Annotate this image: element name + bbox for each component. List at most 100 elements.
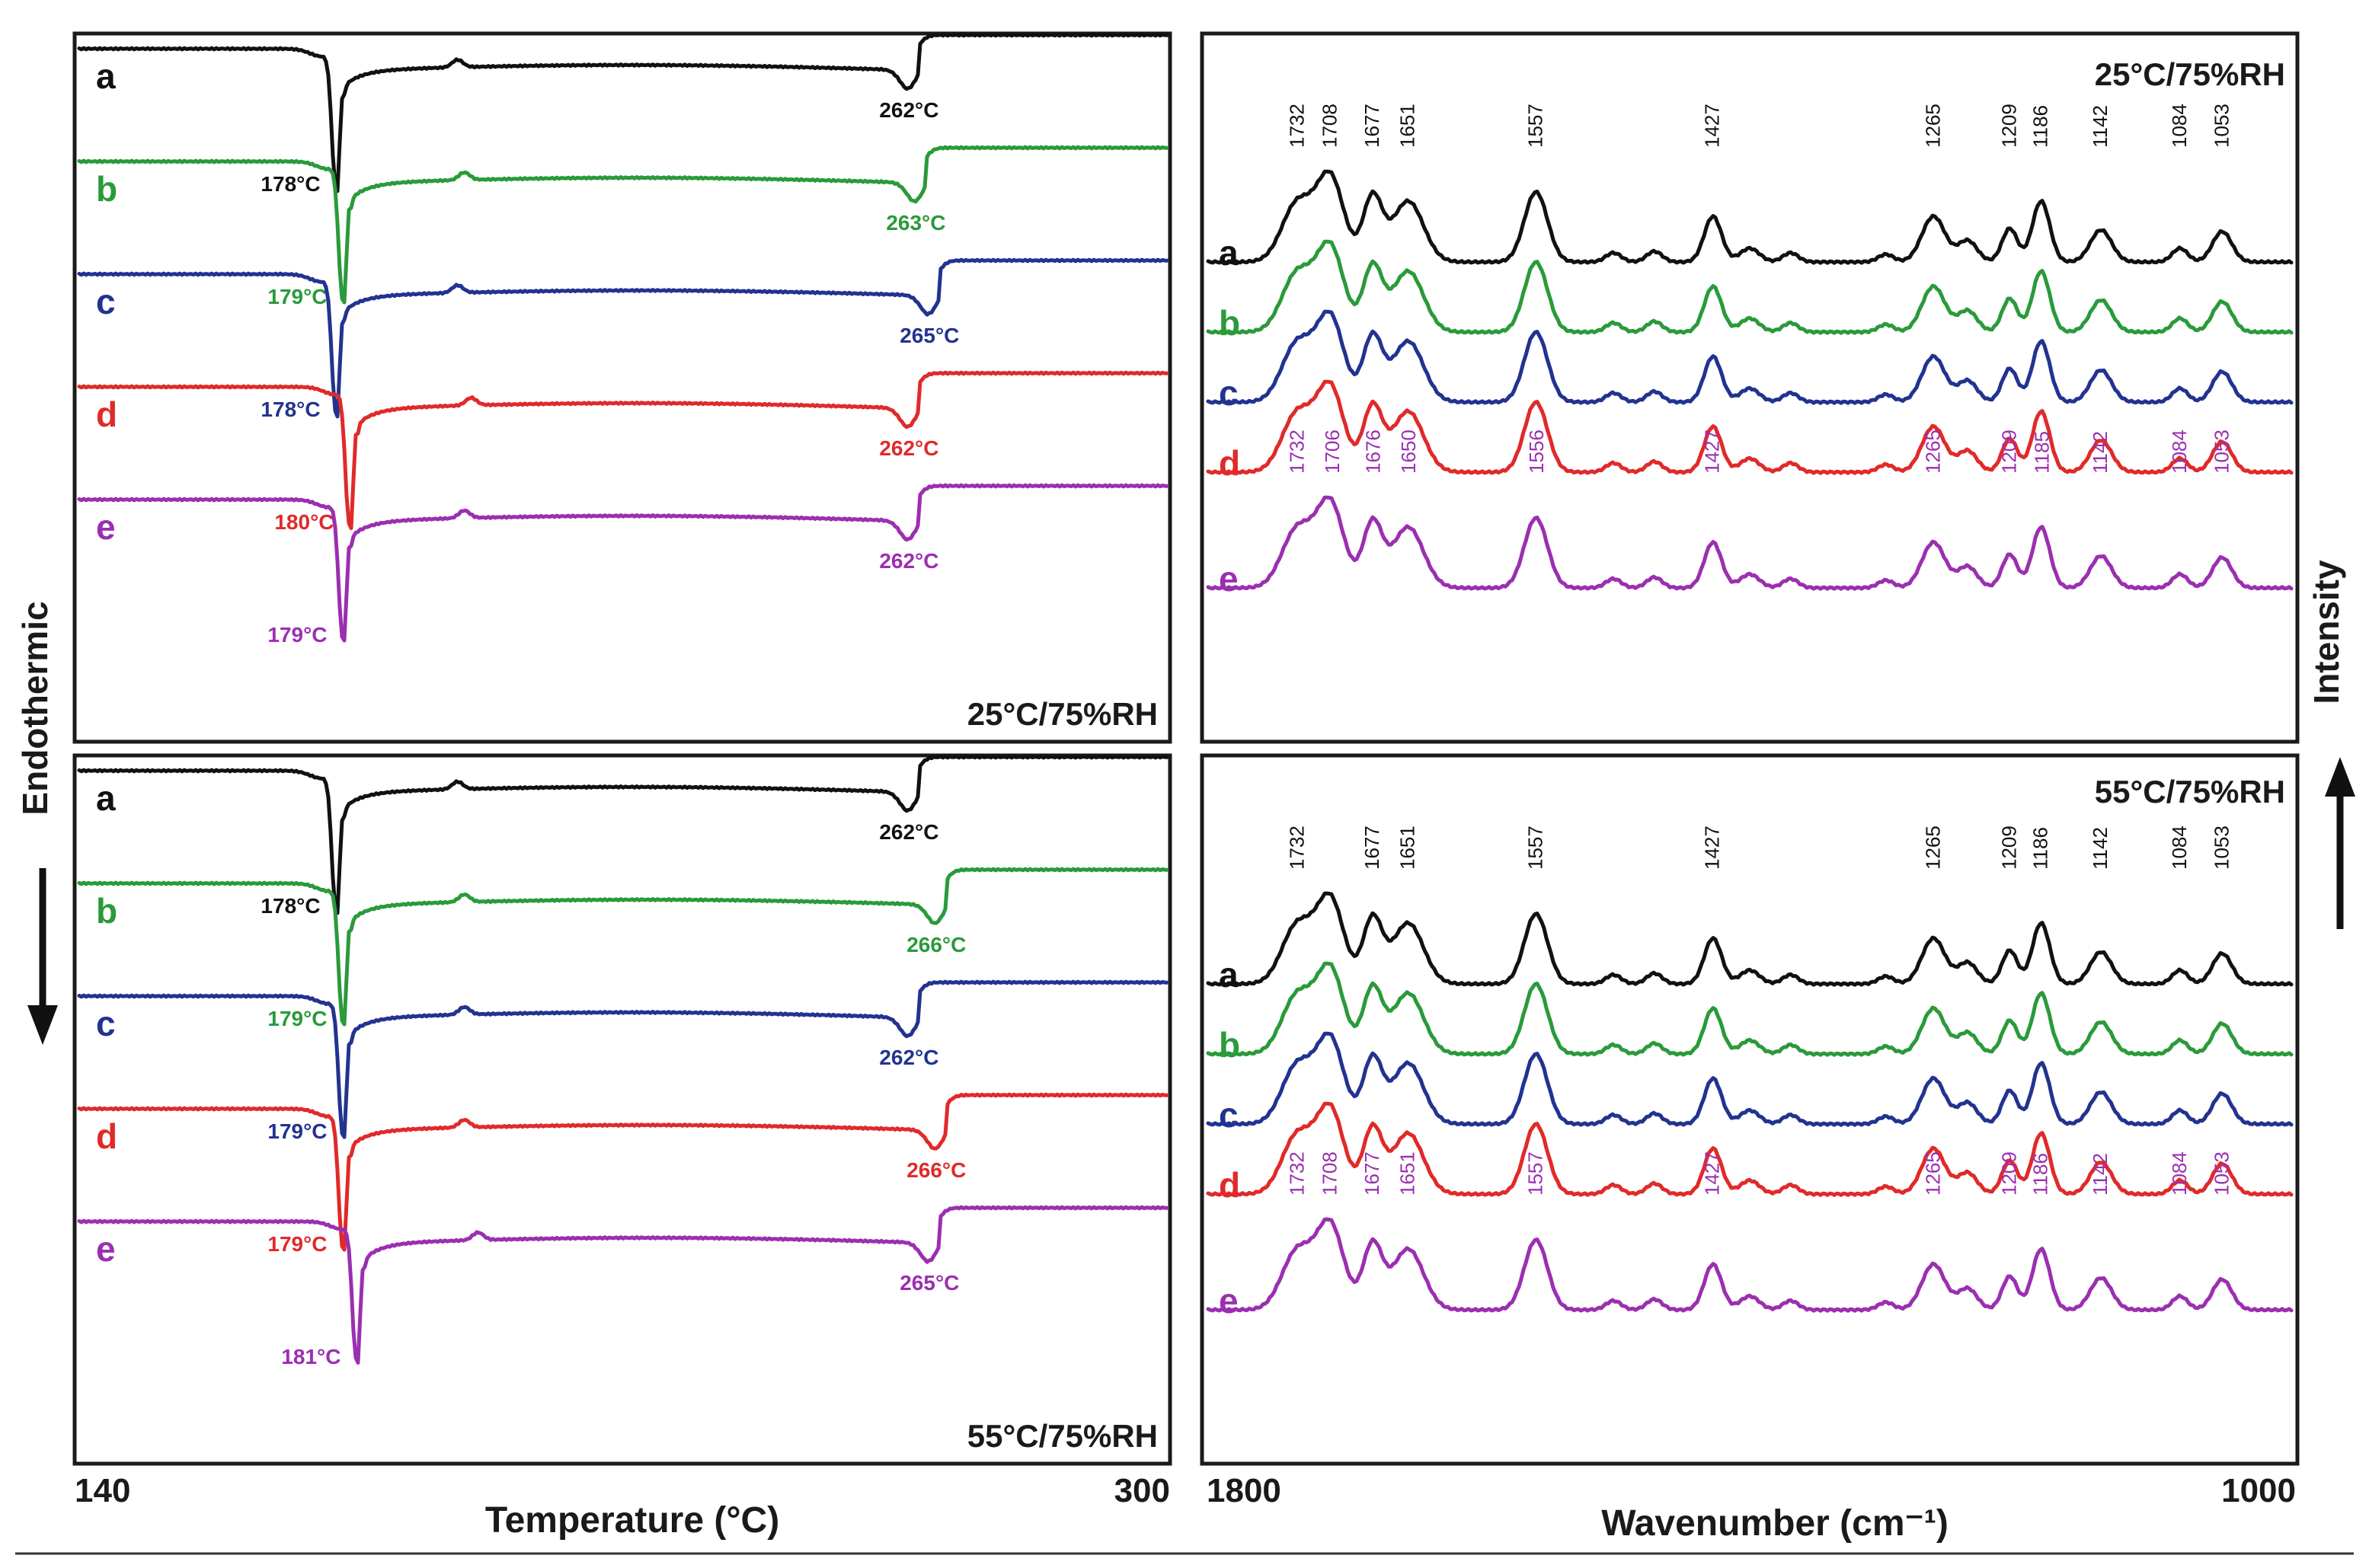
endothermic-arrow-head — [27, 1005, 58, 1045]
ftir-peak-label-e: 1706 — [1321, 430, 1344, 474]
series-letter-b: b — [96, 169, 117, 209]
dsc-peak1-label-a: 178°C — [261, 894, 320, 918]
dsc-curve-b — [77, 867, 1169, 1027]
ftir-peak-label-e: 1557 — [1523, 1151, 1546, 1196]
series-letter-b: b — [1219, 1025, 1240, 1065]
ftir-bottom-condition: 55°C/75%RH — [2095, 774, 2285, 810]
dsc-peak1-label-b: 179°C — [267, 1007, 327, 1030]
ftir-peak-label-a: 1084 — [2168, 826, 2191, 870]
dsc-top-condition: 25°C/75%RH — [967, 696, 1158, 732]
series-letter-d: d — [1219, 1165, 1240, 1205]
dsc-peak2-label-b: 266°C — [906, 933, 966, 956]
ftir-peak-label-a: 1053 — [2210, 104, 2233, 148]
ftir-peak-label-e: 1084 — [2168, 430, 2191, 474]
ftir-peak-label-a: 1186 — [2029, 105, 2052, 148]
dsc-x-tick-min: 140 — [75, 1472, 130, 1509]
dsc-peak2-label-a: 262°C — [879, 820, 938, 844]
ftir-peak-label-e: 1209 — [1997, 1151, 2020, 1196]
dsc-peak1-label-c: 178°C — [261, 398, 320, 421]
ftir-peak-label-e: 1677 — [1360, 1151, 1383, 1196]
ftir-peak-label-e: 1209 — [1997, 430, 2020, 474]
series-letter-a: a — [96, 56, 116, 96]
dsc-curve-a — [77, 32, 1169, 193]
ftir-x-tick-min: 1800 — [1207, 1472, 1281, 1509]
ftir-peak-label-a: 1427 — [1701, 104, 1724, 148]
ftir-peak-label-a: 1732 — [1286, 826, 1309, 870]
ftir-peak-label-a: 1053 — [2210, 826, 2233, 870]
ftir-peak-label-a: 1142 — [2089, 105, 2112, 148]
dsc-peak1-label-e: 179°C — [267, 623, 327, 647]
intensity-arrow-head — [2325, 757, 2355, 797]
dsc-peak1-label-d: 179°C — [267, 1232, 327, 1256]
ftir-peak-label-e: 1186 — [2029, 1153, 2052, 1196]
ftir-curve-a — [1206, 169, 2294, 265]
ftir-top-condition: 25°C/75%RH — [2095, 56, 2285, 92]
ftir-peak-label-e: 1708 — [1319, 1151, 1341, 1196]
ftir-peak-label-e: 1427 — [1701, 430, 1724, 474]
ftir-peak-label-a: 1084 — [2168, 104, 2191, 148]
endothermic-label: Endothermic — [15, 601, 55, 815]
series-letter-a: a — [96, 778, 116, 818]
ftir-peak-label-a: 1142 — [2089, 827, 2112, 870]
ftir-peak-label-e: 1185 — [2030, 431, 2053, 474]
dsc-curve-e — [77, 1205, 1169, 1365]
dsc-peak1-label-e: 181°C — [281, 1345, 340, 1368]
ftir-peak-label-e: 1142 — [2089, 1153, 2112, 1196]
dsc-curve-c — [77, 257, 1169, 419]
ftir-peak-label-a: 1265 — [1921, 826, 1944, 870]
ftir-peak-label-e: 1053 — [2210, 1151, 2233, 1196]
ftir-curve-c — [1206, 1031, 2294, 1127]
ftir-peak-label-e: 1732 — [1286, 430, 1309, 474]
dsc-peak1-label-c: 179°C — [267, 1119, 327, 1143]
ftir-peak-label-a: 1557 — [1523, 104, 1546, 148]
dsc-peak2-label-e: 265°C — [900, 1271, 959, 1295]
series-letter-d: d — [1219, 443, 1240, 483]
dsc-peak1-label-b: 179°C — [267, 285, 327, 308]
ftir-peak-label-a: 1186 — [2029, 827, 2052, 870]
ftir-curve-b — [1206, 239, 2294, 335]
ftir-peak-label-e: 1427 — [1701, 1151, 1724, 1196]
dsc-curve-d — [77, 1092, 1169, 1252]
ftir-peak-label-e: 1556 — [1525, 430, 1548, 474]
ftir-peak-label-a: 1732 — [1286, 104, 1309, 148]
ftir-curve-d — [1206, 1101, 2294, 1197]
ftir-peak-label-a: 1557 — [1523, 826, 1546, 870]
series-letter-c: c — [96, 1004, 116, 1043]
series-letter-b: b — [96, 891, 117, 931]
ftir-peak-label-a: 1265 — [1921, 104, 1944, 148]
dsc-peak2-label-b: 263°C — [886, 211, 945, 235]
series-letter-e: e — [96, 507, 116, 547]
ftir-peak-label-a: 1651 — [1396, 826, 1418, 870]
series-letter-c: c — [1219, 373, 1239, 413]
series-letter-c: c — [96, 282, 116, 321]
ftir-peak-label-e: 1142 — [2089, 431, 2112, 474]
ftir-curve-b — [1206, 961, 2294, 1057]
series-letter-d: d — [96, 1116, 117, 1156]
ftir-peak-label-a: 1209 — [1997, 826, 2020, 870]
dsc-peak1-label-d: 180°C — [274, 510, 334, 534]
dsc-bottom-panel: a 178°C 262°C b 179°C 266°C c 179°C 262°C d 179°C 2… — [77, 754, 1169, 1368]
series-letter-c: c — [1219, 1095, 1239, 1135]
dsc-peak2-label-d: 262°C — [879, 436, 938, 460]
ftir-peak-label-a: 1677 — [1360, 104, 1383, 148]
ftir-peak-label-e: 1053 — [2210, 430, 2233, 474]
dsc-peak2-label-c: 265°C — [900, 324, 959, 347]
ftir-peak-label-a: 1708 — [1319, 104, 1341, 148]
series-letter-b: b — [1219, 303, 1240, 343]
ftir-peak-label-e: 1265 — [1921, 1151, 1944, 1196]
dsc-x-tick-max: 300 — [1114, 1472, 1170, 1509]
ftir-curve-e — [1206, 495, 2294, 591]
series-letter-e: e — [1219, 1281, 1239, 1321]
intensity-label: Intensity — [2307, 560, 2346, 704]
ftir-peak-label-a: 1677 — [1360, 826, 1383, 870]
dsc-peak1-label-a: 178°C — [261, 172, 320, 196]
series-letter-e: e — [1219, 559, 1239, 599]
dsc-peak2-label-c: 262°C — [879, 1046, 938, 1069]
dsc-curve-b — [77, 145, 1169, 305]
ftir-curve-a — [1206, 891, 2294, 987]
ftir-peak-label-e: 1732 — [1286, 1151, 1309, 1196]
series-letter-a: a — [1219, 955, 1239, 995]
